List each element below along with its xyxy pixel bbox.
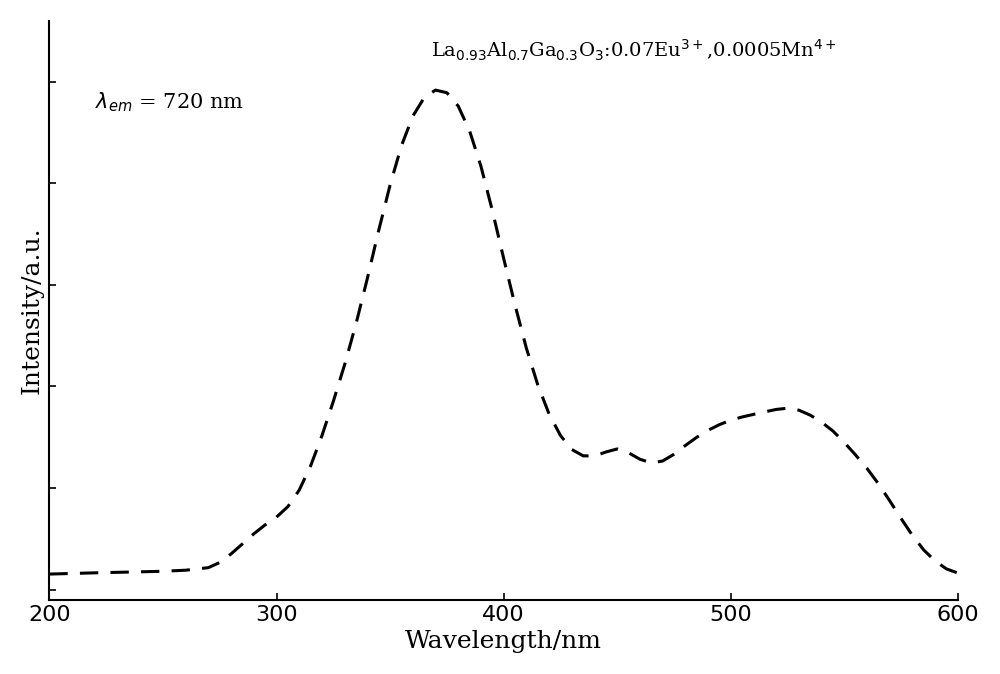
- X-axis label: Wavelength/nm: Wavelength/nm: [405, 630, 602, 653]
- Text: La$_{0.93}$Al$_{0.7}$Ga$_{0.3}$O$_3$:0.07Eu$^{3+}$,0.0005Mn$^{4+}$: La$_{0.93}$Al$_{0.7}$Ga$_{0.3}$O$_3$:0.0…: [431, 38, 837, 63]
- Text: $\lambda_{em}$ = 720 nm: $\lambda_{em}$ = 720 nm: [95, 90, 244, 114]
- Y-axis label: Intensity/a.u.: Intensity/a.u.: [21, 226, 44, 394]
